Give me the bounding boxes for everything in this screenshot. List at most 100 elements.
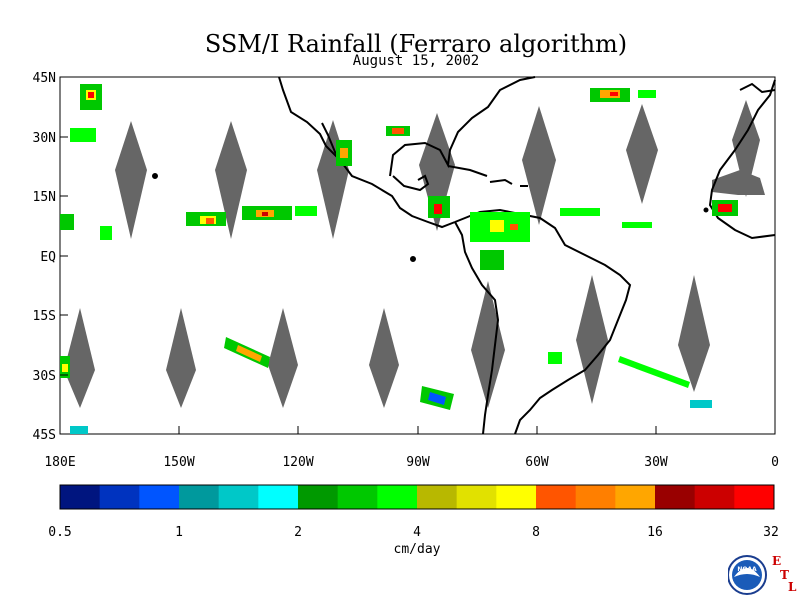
lon-label: 90W <box>406 455 430 470</box>
rainfall-map: 45N 30N 15N EQ 15S 30S 45S 180E 150W 120… <box>33 71 779 470</box>
lon-label: 150W <box>163 455 194 470</box>
island-cape-verde <box>703 207 709 213</box>
lon-label: 30W <box>644 455 668 470</box>
map-subtitle: August 15, 2002 <box>352 53 480 69</box>
rain-patch <box>638 90 656 98</box>
rain-patch <box>718 204 732 212</box>
rain-band <box>236 345 262 362</box>
rain-patch <box>392 128 404 134</box>
lon-label: 120W <box>282 455 313 470</box>
etl-letter-e: E <box>772 554 781 568</box>
legend-tick-label: 4 <box>413 525 421 540</box>
rain-patch <box>60 214 74 230</box>
swath-gap <box>115 121 147 239</box>
rain-patch <box>548 352 562 364</box>
rain-patch <box>510 224 518 230</box>
legend-swatch <box>496 485 537 509</box>
etl-letter-t: T <box>780 568 789 582</box>
island-galapagos <box>410 256 416 262</box>
swath-gap <box>166 308 196 408</box>
legend-tick-label: 8 <box>532 525 540 540</box>
rain-patch <box>480 250 504 270</box>
etl-letter-l: L <box>788 580 797 594</box>
legend-swatch <box>734 485 775 509</box>
swath-gap <box>626 104 658 204</box>
rain-patch <box>490 220 504 232</box>
rain-patch <box>88 92 94 98</box>
noaa-seal-text: NOAA <box>737 566 757 573</box>
legend-swatch <box>139 485 180 509</box>
rain-band <box>618 356 690 388</box>
rain-patch <box>100 226 112 240</box>
coastline-yucatan <box>392 174 430 192</box>
legend-swatch <box>179 485 220 509</box>
coastline-cuba <box>447 165 488 177</box>
coastline-africa <box>708 79 776 240</box>
legend-tick-label: 0.5 <box>48 525 71 540</box>
rain-patch <box>610 92 618 96</box>
legend-tick-label: 1 <box>175 525 183 540</box>
rain-patch <box>434 204 442 214</box>
lat-label: 45N <box>33 71 56 86</box>
rain-patch <box>262 212 268 216</box>
swath-gap <box>369 308 399 408</box>
swath-gap <box>522 106 556 225</box>
noaa-etl-logo: NOAA E T L <box>728 554 797 595</box>
rain-patch <box>295 206 317 216</box>
legend-tick-label: 32 <box>763 525 779 540</box>
legend-swatch <box>60 485 101 509</box>
lon-label: 0 <box>771 455 779 470</box>
swath-gap <box>215 121 247 239</box>
swath-gap <box>64 308 95 408</box>
island-hawaii <box>152 173 158 179</box>
lat-label: 15N <box>33 190 56 205</box>
coastlines <box>152 76 776 435</box>
legend-swatch <box>298 485 339 509</box>
rain-patch <box>62 364 68 372</box>
rainfall-patches <box>60 84 738 434</box>
axis-ticks <box>59 76 776 435</box>
lat-label: 30N <box>33 131 56 146</box>
legend-swatch <box>417 485 458 509</box>
coastline-iberia <box>739 82 776 94</box>
legend-swatch <box>377 485 418 509</box>
lon-label: 180E <box>44 455 75 470</box>
legend-swatch <box>218 485 259 509</box>
no-data-patch <box>712 170 765 195</box>
coastline-south-america-west <box>454 221 500 435</box>
lat-label: 45S <box>33 428 56 443</box>
legend-swatch <box>258 485 299 509</box>
rain-patch <box>690 400 712 408</box>
legend-unit-label: cm/day <box>394 542 441 557</box>
coastline-gulf-atlantic <box>389 76 536 177</box>
rain-patch <box>70 426 88 434</box>
lat-label: EQ <box>40 250 56 265</box>
legend-frame <box>59 484 775 510</box>
swath-gap <box>419 113 455 231</box>
swath-gap <box>471 281 505 408</box>
legend-swatch <box>615 485 656 509</box>
rain-patch <box>560 208 600 216</box>
lat-label: 30S <box>33 369 56 384</box>
legend-swatch <box>694 485 735 509</box>
swath-gap <box>732 100 760 197</box>
map-title: SSM/I Rainfall (Ferraro algorithm) <box>204 30 628 58</box>
coastline-hispaniola <box>489 178 513 185</box>
rain-patch <box>206 218 214 224</box>
legend-swatch <box>655 485 696 509</box>
legend-swatches <box>60 485 775 509</box>
swath-gap <box>678 275 710 392</box>
legend-swatch <box>456 485 497 509</box>
legend-swatch <box>536 485 577 509</box>
rain-patch <box>70 128 96 142</box>
legend-swatch <box>575 485 616 509</box>
coastline-north-america-west <box>278 76 456 229</box>
rain-patch <box>340 148 348 158</box>
noaa-seal-bird <box>734 568 760 577</box>
legend-tick-label: 2 <box>294 525 302 540</box>
lon-label: 60W <box>525 455 549 470</box>
legend-swatch <box>337 485 378 509</box>
legend-swatch <box>99 485 140 509</box>
noaa-seal-inner <box>732 560 762 590</box>
